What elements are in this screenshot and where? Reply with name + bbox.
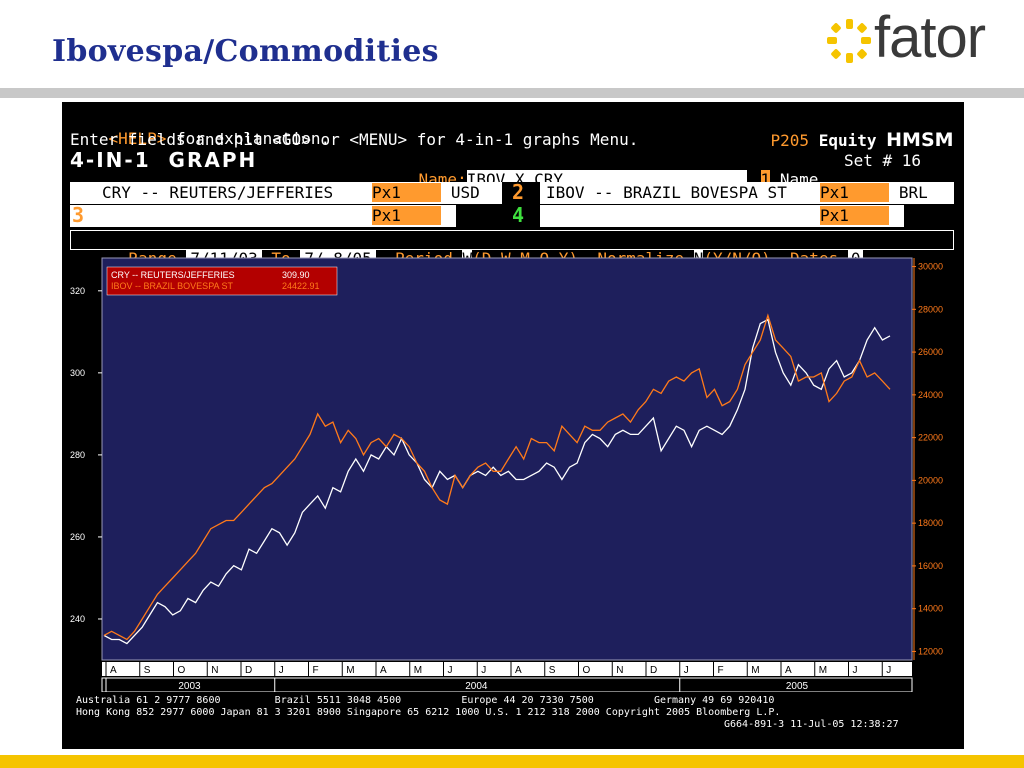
currency-2[interactable]: BRL [898, 183, 928, 202]
px-value-1[interactable]: 1 [391, 183, 442, 202]
month-label: D [650, 665, 657, 676]
month-label: M [414, 665, 422, 676]
legend-name: IBOV -- BRAZIL BOVESPA ST [111, 281, 234, 291]
month-label: J [279, 665, 284, 676]
px-label-3: Px [372, 206, 392, 225]
right-tick-label: 22000 [918, 433, 943, 443]
px-value-4[interactable]: 1 [839, 206, 890, 225]
market-label: Equity [818, 131, 877, 150]
year-label: 2005 [786, 681, 809, 692]
logo-text: fator [874, 5, 986, 70]
right-tick-label: 30000 [918, 262, 943, 272]
right-tick-label: 12000 [918, 646, 943, 656]
right-tick-label: 28000 [918, 304, 943, 314]
right-tick-label: 26000 [918, 347, 943, 357]
month-label: M [346, 665, 354, 676]
month-label: J [448, 665, 453, 676]
legend-value: 24422.91 [282, 281, 320, 291]
right-tick-label: 14000 [918, 604, 943, 614]
month-label: A [785, 665, 792, 676]
bloomberg-terminal: <HELP> for explanation. P205 Equity HMSM… [62, 102, 964, 749]
px-1-group: Px1 USD [372, 183, 480, 202]
left-tick-label: 240 [70, 614, 85, 624]
row2-gap [456, 205, 540, 227]
ibov-cry-chart: 240 260 280 300 320 12000 14000 16000 18000 20000… [70, 257, 943, 692]
left-tick-label: 320 [70, 286, 85, 296]
sun-logo-icon [827, 19, 871, 63]
month-label: F [313, 665, 319, 676]
help-text: for explanation. [166, 129, 331, 148]
row1-gap [502, 182, 540, 204]
px-value-3[interactable]: 1 [391, 206, 442, 225]
fator-logo: fator [826, 5, 1016, 76]
footer-contacts-2: Hong Kong 852 2977 6000 Japan 81 3 3201 … [76, 707, 781, 718]
right-tick-label: 18000 [918, 518, 943, 528]
px-4-group: Px1 [820, 206, 890, 225]
help-line: <HELP> for explanation. [70, 110, 331, 167]
sec-num-4: 4 [512, 203, 525, 227]
slide-title: Ibovespa/Commodities [52, 34, 439, 69]
month-label: J [886, 665, 891, 676]
legend-box [106, 266, 338, 296]
currency-1[interactable]: USD [450, 183, 480, 202]
month-label: J [853, 665, 858, 676]
sec-num-2: 2 [512, 180, 525, 204]
month-strip [102, 662, 912, 676]
px-label-2: Px [820, 183, 840, 202]
month-label: J [481, 665, 486, 676]
month-label: A [515, 665, 522, 676]
set-label: Set # 16 [844, 151, 922, 170]
security-2[interactable]: IBOV -- BRAZIL BOVESPA ST [546, 183, 787, 202]
px-label-4: Px [820, 206, 840, 225]
month-label: M [819, 665, 827, 676]
security-1[interactable]: CRY -- REUTERS/JEFFERIES [102, 183, 334, 202]
range-row [70, 230, 954, 250]
px-2-group: Px1 BRL [820, 183, 928, 202]
year-strip [101, 677, 913, 692]
plot-area [101, 257, 913, 661]
month-label: S [549, 665, 556, 676]
month-label: N [616, 665, 623, 676]
left-tick-label: 280 [70, 450, 85, 460]
month-label: S [144, 665, 151, 676]
help-key[interactable]: <HELP> [108, 129, 167, 148]
month-label: M [751, 665, 759, 676]
month-label: A [110, 665, 117, 676]
header-divider [0, 88, 1024, 98]
px-3-group: Px1 [372, 206, 442, 225]
footer-contacts-1: Australia 61 2 9777 8600 Brazil 5511 304… [76, 695, 775, 706]
page-code: P205 [770, 131, 810, 150]
legend-name: CRY -- REUTERS/JEFFERIES [111, 270, 235, 280]
footer-timestamp: G664-891-3 11-Jul-05 12:38:27 [724, 719, 899, 730]
right-tick-label: 16000 [918, 561, 943, 571]
left-tick-label: 260 [70, 532, 85, 542]
sec-num-3: 3 [72, 203, 85, 227]
month-label: O [178, 665, 186, 676]
month-label: J [684, 665, 689, 676]
name-num[interactable]: 1 [760, 170, 771, 189]
px-label-1: Px [372, 183, 392, 202]
right-tick-label: 24000 [918, 390, 943, 400]
function-code: HMSM [886, 129, 954, 151]
instruction-line: Enter fields and hit <GO> or <MENU> for … [70, 130, 639, 149]
series-line-ibov [103, 313, 891, 641]
month-label: O [583, 665, 591, 676]
graph-title: 4-IN-1 GRAPH [70, 148, 258, 172]
footer-bar [0, 755, 1024, 768]
legend-value: 309.90 [282, 270, 310, 280]
right-tick-label: 20000 [918, 475, 943, 485]
left-tick-label: 300 [70, 368, 85, 378]
row2-end [904, 205, 954, 227]
sec-num-1: 1 [72, 182, 83, 203]
px-value-2[interactable]: 1 [839, 183, 890, 202]
month-label: D [245, 665, 252, 676]
year-label: 2004 [465, 681, 488, 692]
year-label: 2003 [178, 681, 201, 692]
month-label: A [380, 665, 387, 676]
month-label: N [211, 665, 218, 676]
month-label: F [718, 665, 724, 676]
page-id: P205 Equity HMSM [732, 110, 954, 170]
